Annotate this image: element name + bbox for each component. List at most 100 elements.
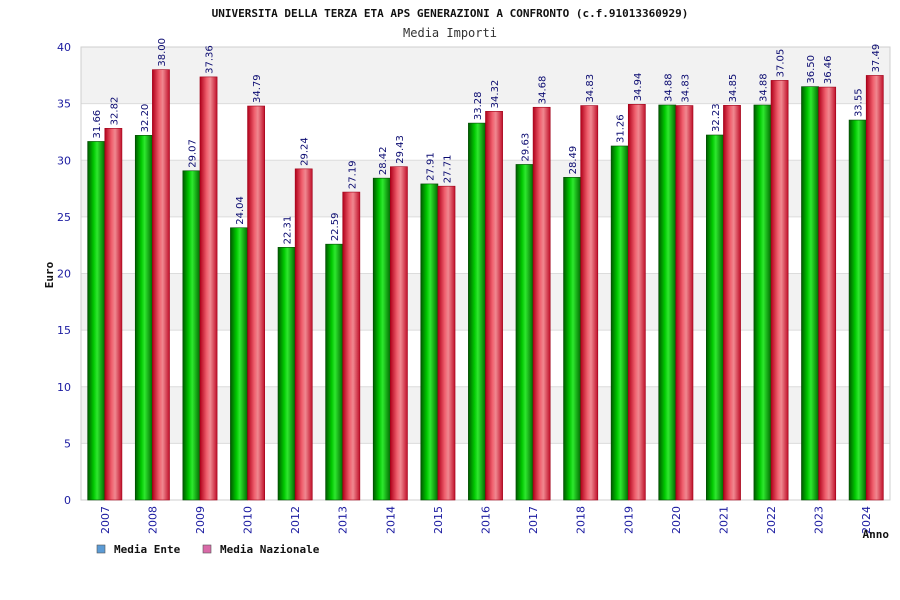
data-label-media-ente-2013: 22.59 [330,213,341,242]
data-label-media-nazionale-2009: 37.36 [205,45,216,74]
x-tick-label: 2020 [670,506,683,534]
y-tick-label: 25 [57,211,71,224]
bar-media-ente-2012 [277,247,296,501]
bar-media-nazionale-2015 [437,185,456,501]
bar-media-ente-2020 [658,104,677,501]
bar-media-nazionale-2021 [723,105,741,501]
legend: Media Ente Media Nazionale [96,543,320,556]
bar-media-nazionale-2020 [675,105,694,501]
data-label-media-nazionale-2016: 34.32 [490,80,501,109]
data-label-media-ente-2014: 28.42 [378,147,389,176]
x-tick-label: 2007 [99,506,112,534]
x-tick-label: 2022 [765,506,778,534]
data-label-media-nazionale-2022: 37.05 [776,49,787,78]
data-label-media-ente-2019: 31.26 [616,114,627,143]
x-tick-label: 2018 [575,506,588,534]
bar-media-ente-2015 [420,183,439,501]
bar-media-nazionale-2013 [342,191,361,501]
data-label-media-nazionale-2012: 29.24 [300,137,311,166]
data-label-media-nazionale-2021: 34.85 [728,74,739,103]
data-label-media-ente-2023: 36.50 [806,55,817,84]
y-axis-ticks: 0 5 10 15 20 25 30 35 40 [57,41,71,507]
bar-media-nazionale-2008 [152,69,170,501]
data-label-media-ente-2016: 33.28 [473,91,484,120]
bar-media-ente-2021 [706,134,724,501]
x-tick-label: 2014 [384,506,397,534]
bar-media-ente-2022 [753,104,772,501]
bar-media-nazionale-2024 [865,75,884,501]
data-labels: 31.66 32.82 32.20 38.00 29.07 37.36 24.04 34.79… [92,38,882,244]
bar-media-nazionale-2009 [199,76,218,501]
bars [87,69,884,501]
y-tick-label: 20 [57,268,71,281]
data-label-media-ente-2007: 31.66 [92,110,103,139]
data-label-media-nazionale-2020: 34.83 [680,74,691,103]
bar-media-ente-2010 [230,227,248,501]
legend-swatch-media-ente [96,544,106,554]
bar-media-nazionale-2018 [580,105,599,501]
chart-subtitle: Media Importi [403,26,497,40]
legend-label-media-nazionale: Media Nazionale [220,543,320,556]
y-tick-label: 35 [57,98,71,111]
x-tick-label: 2023 [813,506,826,534]
data-label-media-ente-2020: 34.88 [663,73,674,102]
bar-media-nazionale-2010 [247,105,265,501]
data-label-media-nazionale-2007: 32.82 [109,97,120,126]
bar-media-ente-2019 [610,145,629,501]
data-label-media-ente-2024: 33.55 [854,88,865,117]
legend-label-media-ente: Media Ente [114,543,181,556]
bar-media-nazionale-2019 [627,104,646,501]
bar-media-ente-2023 [801,86,819,501]
bar-media-ente-2009 [182,170,201,501]
bar-media-nazionale-2017 [532,106,551,501]
chart-title: UNIVERSITA DELLA TERZA ETA APS GENERAZIO… [212,7,689,20]
bar-media-ente-2013 [325,243,344,501]
x-tick-label: 2017 [527,506,540,534]
data-label-media-ente-2009: 29.07 [187,139,198,168]
bar-media-ente-2007 [87,141,106,501]
data-label-media-nazionale-2014: 29.43 [395,135,406,164]
y-tick-label: 10 [57,381,71,394]
y-tick-label: 0 [64,494,71,507]
data-label-media-ente-2015: 27.91 [425,152,436,181]
data-label-media-ente-2021: 32.23 [711,103,722,132]
bar-media-ente-2018 [563,177,581,501]
data-label-media-ente-2012: 22.31 [283,216,294,245]
bar-media-nazionale-2022 [770,80,789,501]
x-tick-label: 2008 [146,506,159,534]
x-axis-label: Anno [863,528,890,541]
data-label-media-nazionale-2019: 34.94 [633,73,644,102]
x-tick-label: 2013 [337,506,350,534]
data-label-media-nazionale-2008: 38.00 [157,38,168,67]
y-tick-label: 40 [57,41,71,54]
bar-media-ente-2017 [515,164,534,501]
data-label-media-nazionale-2018: 34.83 [585,74,596,103]
bar-media-nazionale-2014 [390,166,408,501]
bar-media-ente-2014 [372,177,391,501]
bar-media-nazionale-2016 [485,111,503,501]
bar-media-nazionale-2012 [294,168,313,501]
x-tick-label: 2015 [432,506,445,534]
x-axis-ticks: 2007 2008 2009 2010 2012 2013 2014 2015 2016 2017… [99,506,873,534]
data-label-media-ente-2018: 28.49 [568,146,579,175]
data-label-media-nazionale-2017: 34.68 [538,76,549,105]
y-tick-label: 30 [57,154,71,167]
x-tick-label: 2009 [194,506,207,534]
bar-media-ente-2016 [468,122,486,501]
x-tick-label: 2010 [242,506,255,534]
data-label-media-ente-2022: 34.88 [758,73,769,102]
data-label-media-nazionale-2015: 27.71 [442,155,453,184]
y-tick-label: 5 [64,437,71,450]
bar-media-nazionale-2007 [104,128,123,501]
y-axis-label: Euro [43,261,56,288]
data-label-media-nazionale-2013: 27.19 [347,160,358,189]
legend-swatch-media-nazionale [202,544,212,554]
data-label-media-nazionale-2023: 36.46 [823,55,834,84]
x-tick-label: 2016 [480,506,493,534]
x-tick-label: 2024 [860,506,873,534]
data-label-media-nazionale-2010: 34.79 [252,74,263,103]
x-tick-label: 2021 [717,506,730,534]
bar-media-nazionale-2023 [818,86,837,501]
x-tick-label: 2012 [289,506,302,534]
